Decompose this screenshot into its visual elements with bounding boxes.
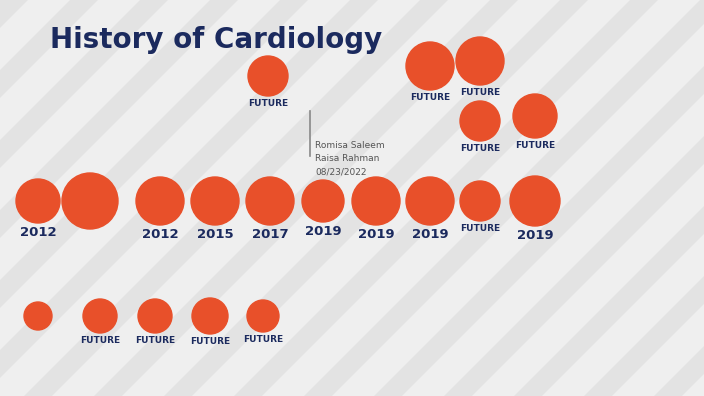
Text: FUTURE: FUTURE <box>410 93 450 102</box>
Polygon shape <box>0 0 28 396</box>
Circle shape <box>136 177 184 225</box>
Text: 2019: 2019 <box>305 225 341 238</box>
Text: FUTURE: FUTURE <box>460 88 500 97</box>
Circle shape <box>352 177 400 225</box>
Circle shape <box>460 101 500 141</box>
Text: FUTURE: FUTURE <box>460 224 500 233</box>
Circle shape <box>248 56 288 96</box>
Polygon shape <box>234 0 658 396</box>
Polygon shape <box>0 0 168 396</box>
Polygon shape <box>514 0 704 396</box>
Circle shape <box>513 94 557 138</box>
Polygon shape <box>654 0 704 396</box>
Text: 2017: 2017 <box>252 228 289 241</box>
Text: Romisa Saleem
Raisa Rahman
08/23/2022: Romisa Saleem Raisa Rahman 08/23/2022 <box>315 141 384 176</box>
Text: 2015: 2015 <box>196 228 233 241</box>
Polygon shape <box>304 0 704 396</box>
Circle shape <box>138 299 172 333</box>
Circle shape <box>192 298 228 334</box>
Circle shape <box>247 300 279 332</box>
Polygon shape <box>374 0 704 396</box>
Text: 2019: 2019 <box>517 229 553 242</box>
Polygon shape <box>94 0 518 396</box>
Text: FUTURE: FUTURE <box>248 99 288 108</box>
Polygon shape <box>0 0 238 396</box>
Text: History of Cardiology: History of Cardiology <box>50 26 382 54</box>
Text: FUTURE: FUTURE <box>515 141 555 150</box>
Circle shape <box>302 180 344 222</box>
Text: FUTURE: FUTURE <box>243 335 283 344</box>
Polygon shape <box>24 0 448 396</box>
Circle shape <box>191 177 239 225</box>
Circle shape <box>16 179 60 223</box>
Polygon shape <box>0 0 308 396</box>
Text: FUTURE: FUTURE <box>80 336 120 345</box>
Text: FUTURE: FUTURE <box>190 337 230 346</box>
Text: FUTURE: FUTURE <box>460 144 500 153</box>
Circle shape <box>246 177 294 225</box>
Circle shape <box>460 181 500 221</box>
Circle shape <box>83 299 117 333</box>
Polygon shape <box>164 0 588 396</box>
Text: 2019: 2019 <box>358 228 394 241</box>
Circle shape <box>24 302 52 330</box>
Polygon shape <box>0 0 378 396</box>
Circle shape <box>406 177 454 225</box>
Text: FUTURE: FUTURE <box>135 336 175 345</box>
Circle shape <box>62 173 118 229</box>
Polygon shape <box>444 0 704 396</box>
Text: 2012: 2012 <box>20 226 56 239</box>
Circle shape <box>456 37 504 85</box>
Polygon shape <box>584 0 704 396</box>
Circle shape <box>510 176 560 226</box>
Polygon shape <box>0 0 98 396</box>
Circle shape <box>406 42 454 90</box>
Text: 2019: 2019 <box>412 228 448 241</box>
Text: 2012: 2012 <box>142 228 178 241</box>
